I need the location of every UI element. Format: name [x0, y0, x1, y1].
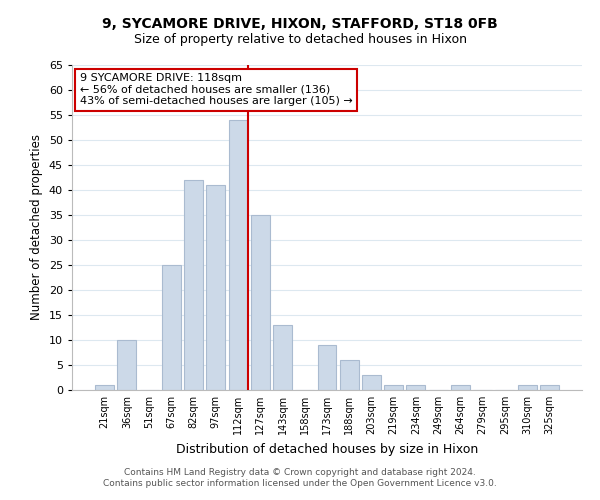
Bar: [162, 265, 181, 390]
Bar: [317, 345, 337, 390]
Bar: [406, 385, 425, 390]
Text: 9, SYCAMORE DRIVE, HIXON, STAFFORD, ST18 0FB: 9, SYCAMORE DRIVE, HIXON, STAFFORD, ST18…: [102, 18, 498, 32]
Bar: [229, 120, 248, 390]
Bar: [95, 385, 114, 390]
Bar: [118, 340, 136, 390]
Bar: [273, 325, 292, 390]
Bar: [184, 180, 203, 390]
Text: Contains HM Land Registry data © Crown copyright and database right 2024.
Contai: Contains HM Land Registry data © Crown c…: [103, 468, 497, 487]
X-axis label: Distribution of detached houses by size in Hixon: Distribution of detached houses by size …: [176, 442, 478, 456]
Text: Size of property relative to detached houses in Hixon: Size of property relative to detached ho…: [133, 32, 467, 46]
Bar: [362, 375, 381, 390]
Bar: [206, 185, 225, 390]
Bar: [451, 385, 470, 390]
Bar: [251, 215, 270, 390]
Bar: [518, 385, 536, 390]
Y-axis label: Number of detached properties: Number of detached properties: [30, 134, 43, 320]
Bar: [340, 360, 359, 390]
Bar: [384, 385, 403, 390]
Text: 9 SYCAMORE DRIVE: 118sqm
← 56% of detached houses are smaller (136)
43% of semi-: 9 SYCAMORE DRIVE: 118sqm ← 56% of detach…: [80, 73, 352, 106]
Bar: [540, 385, 559, 390]
